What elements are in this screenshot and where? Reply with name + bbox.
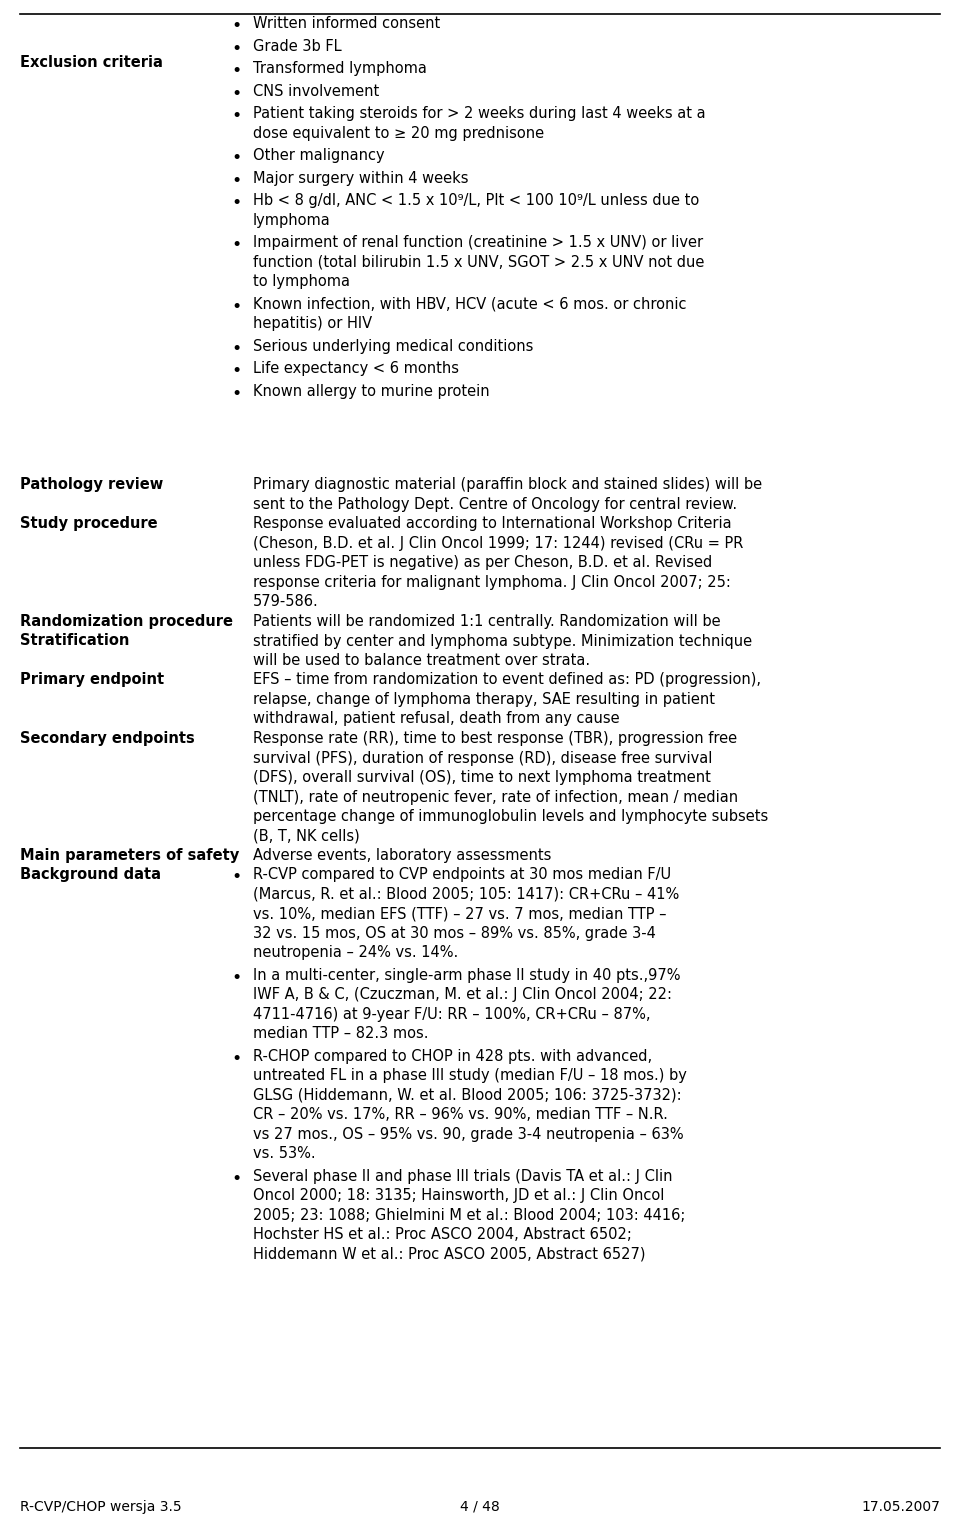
- Text: Pathology review: Pathology review: [20, 477, 163, 493]
- Text: CR – 20% vs. 17%, RR – 96% vs. 90%, median TTF – N.R.: CR – 20% vs. 17%, RR – 96% vs. 90%, medi…: [253, 1108, 668, 1121]
- Text: •: •: [231, 148, 241, 167]
- Text: Hochster HS et al.: Proc ASCO 2004, Abstract 6502;: Hochster HS et al.: Proc ASCO 2004, Abst…: [253, 1227, 632, 1242]
- Text: R-CHOP compared to CHOP in 428 pts. with advanced,: R-CHOP compared to CHOP in 428 pts. with…: [253, 1048, 652, 1063]
- Text: •: •: [231, 40, 241, 58]
- Text: hepatitis) or HIV: hepatitis) or HIV: [253, 317, 372, 330]
- Text: vs 27 mos., OS – 95% vs. 90, grade 3-4 neutropenia – 63%: vs 27 mos., OS – 95% vs. 90, grade 3-4 n…: [253, 1126, 684, 1141]
- Text: •: •: [231, 868, 241, 886]
- Text: will be used to balance treatment over strata.: will be used to balance treatment over s…: [253, 653, 590, 669]
- Text: Study procedure: Study procedure: [20, 516, 157, 531]
- Text: stratified by center and lymphoma subtype. Minimization technique: stratified by center and lymphoma subtyp…: [253, 633, 752, 649]
- Text: •: •: [231, 171, 241, 190]
- Text: (B, T, NK cells): (B, T, NK cells): [253, 829, 360, 843]
- Text: GLSG (Hiddemann, W. et al. Blood 2005; 106: 3725-3732):: GLSG (Hiddemann, W. et al. Blood 2005; 1…: [253, 1088, 682, 1103]
- Text: EFS – time from randomization to event defined as: PD (progression),: EFS – time from randomization to event d…: [253, 672, 761, 687]
- Text: Background data: Background data: [20, 868, 161, 881]
- Text: IWF A, B & C, (Czuczman, M. et al.: J Clin Oncol 2004; 22:: IWF A, B & C, (Czuczman, M. et al.: J Cl…: [253, 987, 672, 1002]
- Text: to lymphoma: to lymphoma: [253, 274, 350, 289]
- Text: Grade 3b FL: Grade 3b FL: [253, 38, 342, 54]
- Text: vs. 53%.: vs. 53%.: [253, 1146, 316, 1161]
- Text: Hb < 8 g/dl, ANC < 1.5 x 10⁹/L, Plt < 100 10⁹/L unless due to: Hb < 8 g/dl, ANC < 1.5 x 10⁹/L, Plt < 10…: [253, 193, 699, 208]
- Text: percentage change of immunoglobulin levels and lymphocyte subsets: percentage change of immunoglobulin leve…: [253, 809, 768, 825]
- Text: In a multi-center, single-arm phase II study in 40 pts.,97%: In a multi-center, single-arm phase II s…: [253, 967, 681, 982]
- Text: Randomization procedure: Randomization procedure: [20, 614, 233, 629]
- Text: Known allergy to murine protein: Known allergy to murine protein: [253, 384, 490, 398]
- Text: Impairment of renal function (creatinine > 1.5 x UNV) or liver: Impairment of renal function (creatinine…: [253, 236, 703, 249]
- Text: Stratification: Stratification: [20, 633, 130, 649]
- Text: vs. 10%, median EFS (TTF) – 27 vs. 7 mos, median TTP –: vs. 10%, median EFS (TTF) – 27 vs. 7 mos…: [253, 906, 666, 921]
- Text: median TTP – 82.3 mos.: median TTP – 82.3 mos.: [253, 1027, 428, 1040]
- Text: dose equivalent to ≥ 20 mg prednisone: dose equivalent to ≥ 20 mg prednisone: [253, 125, 544, 141]
- Text: •: •: [231, 107, 241, 125]
- Text: sent to the Pathology Dept. Centre of Oncology for central review.: sent to the Pathology Dept. Centre of On…: [253, 497, 737, 511]
- Text: Response rate (RR), time to best response (TBR), progression free: Response rate (RR), time to best respons…: [253, 731, 737, 747]
- Text: •: •: [231, 1169, 241, 1187]
- Text: withdrawal, patient refusal, death from any cause: withdrawal, patient refusal, death from …: [253, 711, 619, 727]
- Text: R-CVP/CHOP wersja 3.5: R-CVP/CHOP wersja 3.5: [20, 1499, 181, 1515]
- Text: Exclusion criteria: Exclusion criteria: [20, 55, 163, 70]
- Text: •: •: [231, 297, 241, 315]
- Text: (DFS), overall survival (OS), time to next lymphoma treatment: (DFS), overall survival (OS), time to ne…: [253, 770, 710, 785]
- Text: (Cheson, B.D. et al. J Clin Oncol 1999; 17: 1244) revised (CRu = PR: (Cheson, B.D. et al. J Clin Oncol 1999; …: [253, 536, 743, 551]
- Text: R-CVP compared to CVP endpoints at 30 mos median F/U: R-CVP compared to CVP endpoints at 30 mo…: [253, 868, 671, 881]
- Text: •: •: [231, 968, 241, 987]
- Text: Primary endpoint: Primary endpoint: [20, 672, 164, 687]
- Text: 579-586.: 579-586.: [253, 594, 319, 609]
- Text: 4 / 48: 4 / 48: [460, 1499, 500, 1515]
- Text: 2005; 23: 1088; Ghielmini M et al.: Blood 2004; 103: 4416;: 2005; 23: 1088; Ghielmini M et al.: Bloo…: [253, 1207, 685, 1222]
- Text: •: •: [231, 17, 241, 35]
- Text: Transformed lymphoma: Transformed lymphoma: [253, 61, 427, 76]
- Text: •: •: [231, 384, 241, 402]
- Text: Other malignancy: Other malignancy: [253, 148, 385, 164]
- Text: 32 vs. 15 mos, OS at 30 mos – 89% vs. 85%, grade 3-4: 32 vs. 15 mos, OS at 30 mos – 89% vs. 85…: [253, 926, 656, 941]
- Text: Main parameters of safety: Main parameters of safety: [20, 848, 239, 863]
- Text: Written informed consent: Written informed consent: [253, 15, 441, 31]
- Text: Known infection, with HBV, HCV (acute < 6 mos. or chronic: Known infection, with HBV, HCV (acute < …: [253, 297, 686, 312]
- Text: response criteria for malignant lymphoma. J Clin Oncol 2007; 25:: response criteria for malignant lymphoma…: [253, 574, 731, 589]
- Text: relapse, change of lymphoma therapy, SAE resulting in patient: relapse, change of lymphoma therapy, SAE…: [253, 692, 715, 707]
- Text: CNS involvement: CNS involvement: [253, 84, 379, 98]
- Text: lymphoma: lymphoma: [253, 213, 331, 228]
- Text: Oncol 2000; 18: 3135; Hainsworth, JD et al.: J Clin Oncol: Oncol 2000; 18: 3135; Hainsworth, JD et …: [253, 1187, 664, 1203]
- Text: 4711-4716) at 9-year F/U: RR – 100%, CR+CRu – 87%,: 4711-4716) at 9-year F/U: RR – 100%, CR+…: [253, 1007, 651, 1022]
- Text: •: •: [231, 84, 241, 103]
- Text: (Marcus, R. et al.: Blood 2005; 105: 1417): CR+CRu – 41%: (Marcus, R. et al.: Blood 2005; 105: 141…: [253, 886, 680, 901]
- Text: •: •: [231, 1050, 241, 1068]
- Text: •: •: [231, 63, 241, 80]
- Text: Serious underlying medical conditions: Serious underlying medical conditions: [253, 338, 534, 353]
- Text: 17.05.2007: 17.05.2007: [861, 1499, 940, 1515]
- Text: Major surgery within 4 weeks: Major surgery within 4 weeks: [253, 170, 468, 185]
- Text: survival (PFS), duration of response (RD), disease free survival: survival (PFS), duration of response (RD…: [253, 751, 712, 765]
- Text: Patients will be randomized 1:1 centrally. Randomization will be: Patients will be randomized 1:1 centrall…: [253, 614, 721, 629]
- Text: Secondary endpoints: Secondary endpoints: [20, 731, 195, 747]
- Text: Patient taking steroids for > 2 weeks during last 4 weeks at a: Patient taking steroids for > 2 weeks du…: [253, 106, 706, 121]
- Text: Adverse events, laboratory assessments: Adverse events, laboratory assessments: [253, 848, 551, 863]
- Text: neutropenia – 24% vs. 14%.: neutropenia – 24% vs. 14%.: [253, 946, 458, 959]
- Text: function (total bilirubin 1.5 x UNV, SGOT > 2.5 x UNV not due: function (total bilirubin 1.5 x UNV, SGO…: [253, 254, 705, 269]
- Text: Several phase II and phase III trials (Davis TA et al.: J Clin: Several phase II and phase III trials (D…: [253, 1169, 673, 1184]
- Text: Response evaluated according to International Workshop Criteria: Response evaluated according to Internat…: [253, 516, 732, 531]
- Text: •: •: [231, 236, 241, 254]
- Text: untreated FL in a phase III study (median F/U – 18 mos.) by: untreated FL in a phase III study (media…: [253, 1068, 686, 1083]
- Text: (TNLT), rate of neutropenic fever, rate of infection, mean / median: (TNLT), rate of neutropenic fever, rate …: [253, 789, 738, 805]
- Text: Primary diagnostic material (paraffin block and stained slides) will be: Primary diagnostic material (paraffin bl…: [253, 477, 762, 493]
- Text: Hiddemann W et al.: Proc ASCO 2005, Abstract 6527): Hiddemann W et al.: Proc ASCO 2005, Abst…: [253, 1247, 645, 1262]
- Text: •: •: [231, 194, 241, 213]
- Text: •: •: [231, 363, 241, 379]
- Text: Life expectancy < 6 months: Life expectancy < 6 months: [253, 361, 459, 376]
- Text: unless FDG-PET is negative) as per Cheson, B.D. et al. Revised: unless FDG-PET is negative) as per Cheso…: [253, 555, 712, 571]
- Text: •: •: [231, 340, 241, 358]
